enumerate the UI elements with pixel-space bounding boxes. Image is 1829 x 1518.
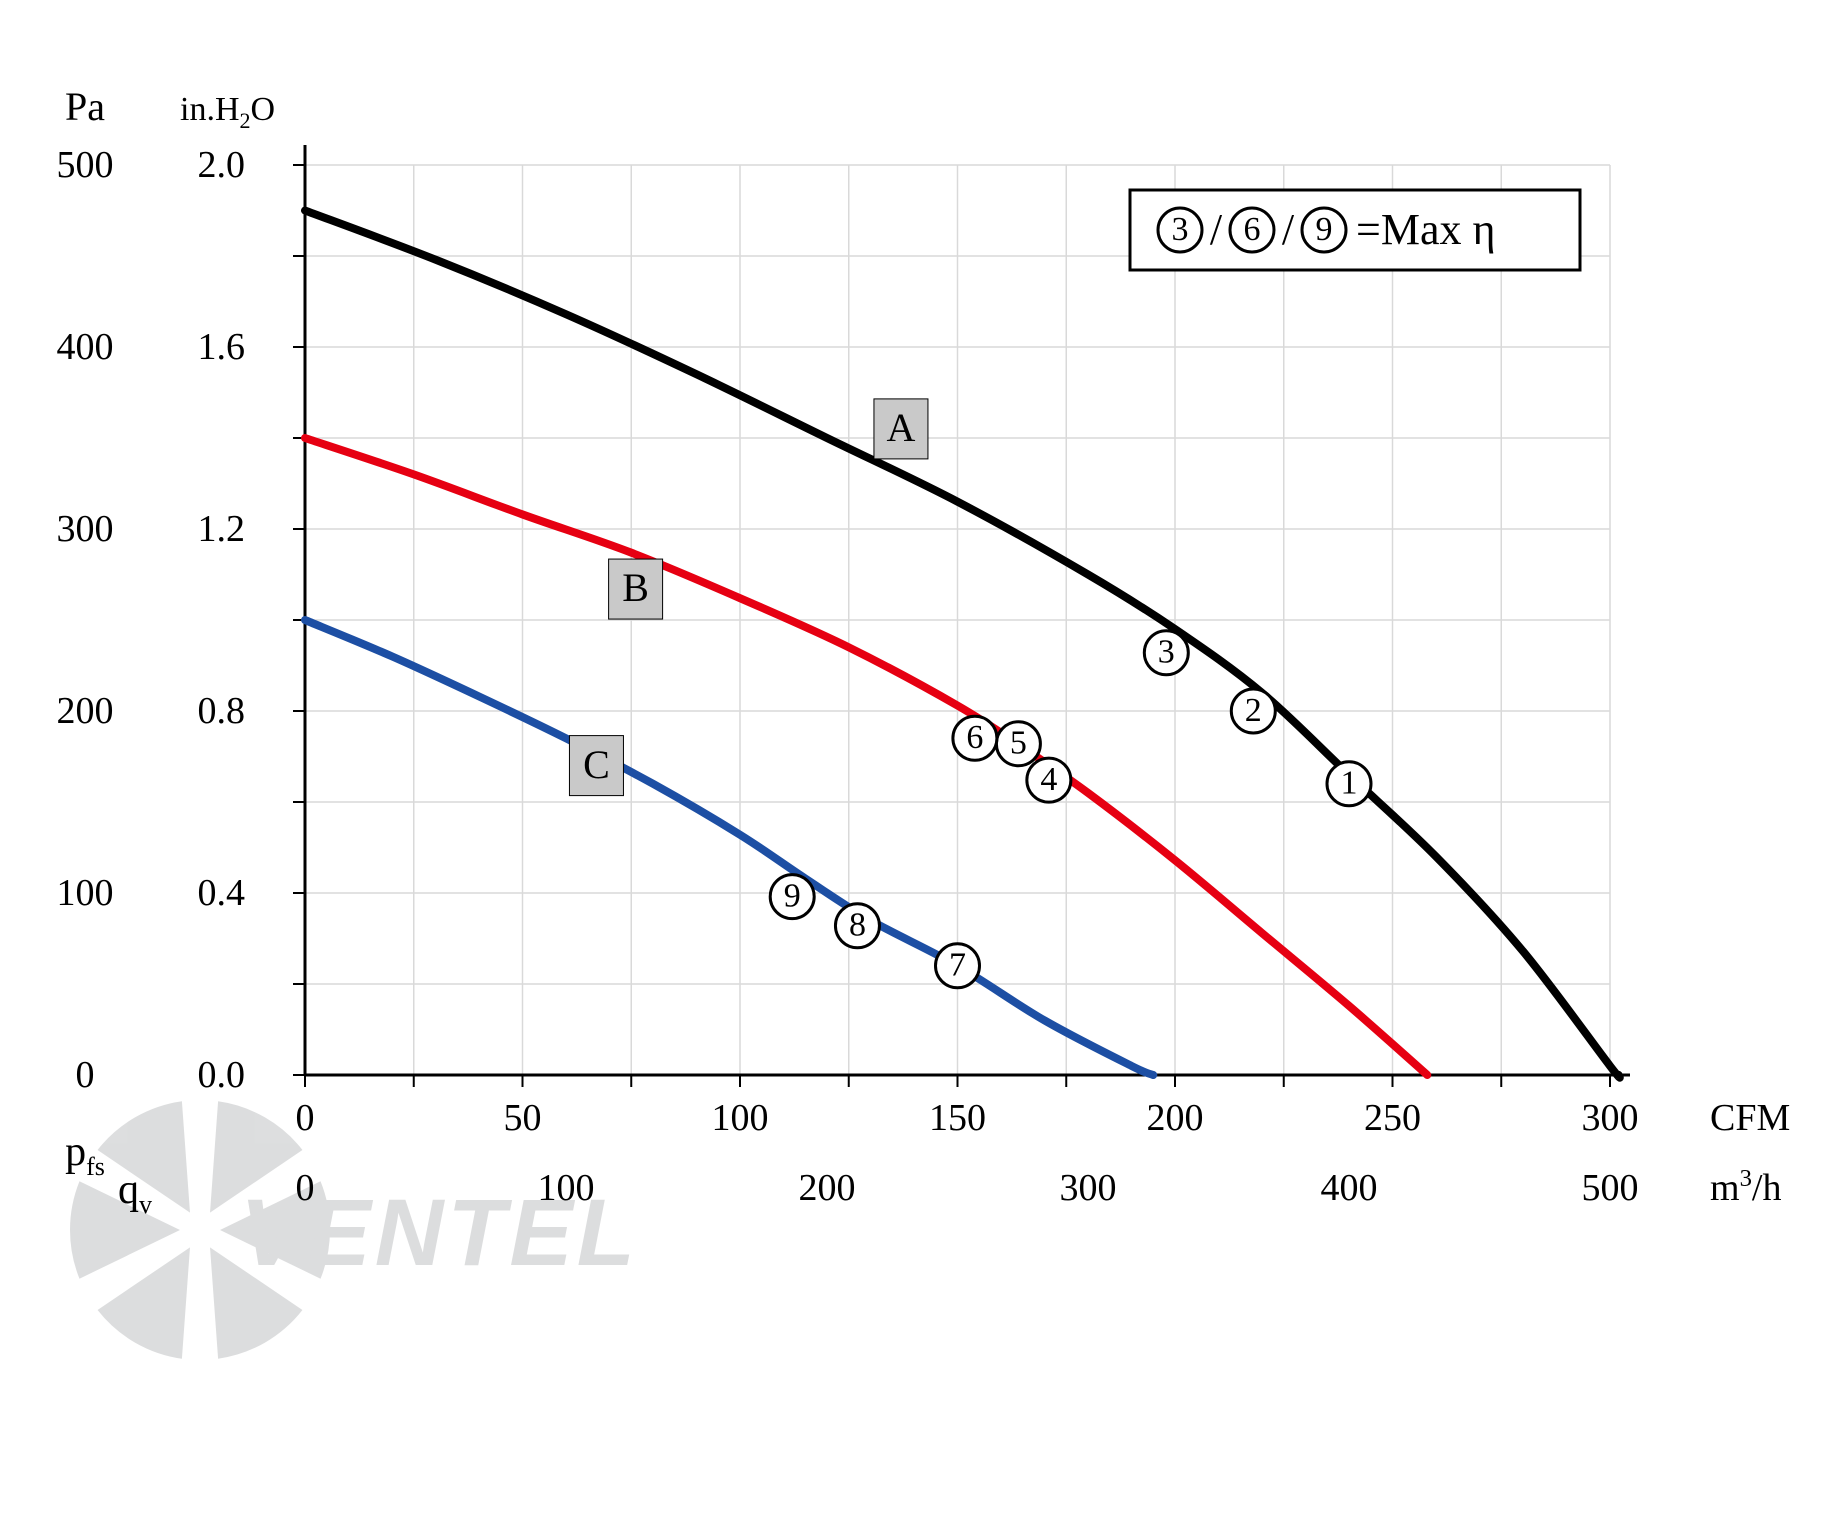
marker-6: 6 xyxy=(953,716,997,760)
y-unit-inh2o: in.H2O xyxy=(180,91,275,133)
curve-label-a: A xyxy=(874,399,928,459)
svg-text:5: 5 xyxy=(1010,725,1027,762)
y-tick-inh2o: 0.0 xyxy=(198,1054,246,1096)
svg-text:/: / xyxy=(1282,205,1295,254)
x-unit-cfm: CFM xyxy=(1710,1097,1790,1139)
x-tick-cfm: 300 xyxy=(1582,1097,1639,1139)
marker-4: 4 xyxy=(1027,758,1071,802)
y-tick-pa: 400 xyxy=(57,326,114,368)
x-tick-cfm: 100 xyxy=(712,1097,769,1139)
y-tick-pa: 200 xyxy=(57,690,114,732)
marker-3: 3 xyxy=(1144,631,1188,675)
marker-8: 8 xyxy=(835,904,879,948)
svg-text:C: C xyxy=(583,742,610,787)
marker-5: 5 xyxy=(996,722,1040,766)
svg-text:8: 8 xyxy=(849,907,866,944)
marker-7: 7 xyxy=(936,944,980,988)
x-tick-m3h: 500 xyxy=(1582,1167,1639,1209)
y-tick-pa: 0 xyxy=(76,1054,95,1096)
y-symbol-pfs: pfs xyxy=(65,1129,105,1181)
watermark: VENTEL xyxy=(70,1101,639,1358)
svg-text:6: 6 xyxy=(1244,211,1261,248)
y-tick-pa: 300 xyxy=(57,508,114,550)
y-tick-inh2o: 2.0 xyxy=(198,144,246,186)
curve-c xyxy=(305,620,1153,1075)
svg-text:9: 9 xyxy=(784,877,801,914)
marker-2: 2 xyxy=(1231,689,1275,733)
svg-text:A: A xyxy=(887,405,916,450)
y-tick-inh2o: 0.8 xyxy=(198,690,246,732)
fan-performance-chart: VENTEL050100150200250300CFM0100200300400… xyxy=(0,0,1829,1518)
svg-text:7: 7 xyxy=(949,947,966,984)
marker-1: 1 xyxy=(1327,762,1371,806)
curve-label-b: B xyxy=(609,559,663,619)
svg-text:2: 2 xyxy=(1245,692,1262,729)
x-tick-m3h: 0 xyxy=(296,1167,315,1209)
chart-container: VENTEL050100150200250300CFM0100200300400… xyxy=(0,0,1829,1518)
svg-text:=Max η: =Max η xyxy=(1356,205,1495,254)
x-tick-m3h: 300 xyxy=(1060,1167,1117,1209)
svg-text:4: 4 xyxy=(1040,761,1057,798)
curve-b xyxy=(305,438,1427,1075)
svg-text:1: 1 xyxy=(1341,765,1358,802)
y-tick-inh2o: 1.6 xyxy=(198,326,246,368)
y-tick-pa: 100 xyxy=(57,872,114,914)
svg-text:/: / xyxy=(1210,205,1223,254)
svg-text:9: 9 xyxy=(1316,211,1333,248)
x-tick-m3h: 400 xyxy=(1321,1167,1378,1209)
svg-text:B: B xyxy=(622,565,649,610)
grid xyxy=(305,165,1610,1075)
x-tick-m3h: 200 xyxy=(799,1167,856,1209)
x-tick-cfm: 250 xyxy=(1364,1097,1421,1139)
y-tick-pa: 500 xyxy=(57,144,114,186)
svg-text:3: 3 xyxy=(1172,211,1189,248)
marker-9: 9 xyxy=(770,875,814,919)
curve-label-c: C xyxy=(569,736,623,796)
y-tick-inh2o: 1.2 xyxy=(198,508,246,550)
y-unit-pa: Pa xyxy=(65,84,105,129)
x-tick-m3h: 100 xyxy=(538,1167,595,1209)
svg-text:3: 3 xyxy=(1158,634,1175,671)
x-tick-cfm: 200 xyxy=(1147,1097,1204,1139)
y-tick-inh2o: 0.4 xyxy=(198,872,246,914)
x-tick-cfm: 150 xyxy=(929,1097,986,1139)
legend: 3 / 6 / 9 =Max η xyxy=(1130,190,1580,270)
x-tick-cfm: 50 xyxy=(504,1097,542,1139)
x-unit-m3h: m3/h xyxy=(1710,1165,1781,1209)
svg-text:6: 6 xyxy=(966,719,983,756)
x-tick-cfm: 0 xyxy=(296,1097,315,1139)
